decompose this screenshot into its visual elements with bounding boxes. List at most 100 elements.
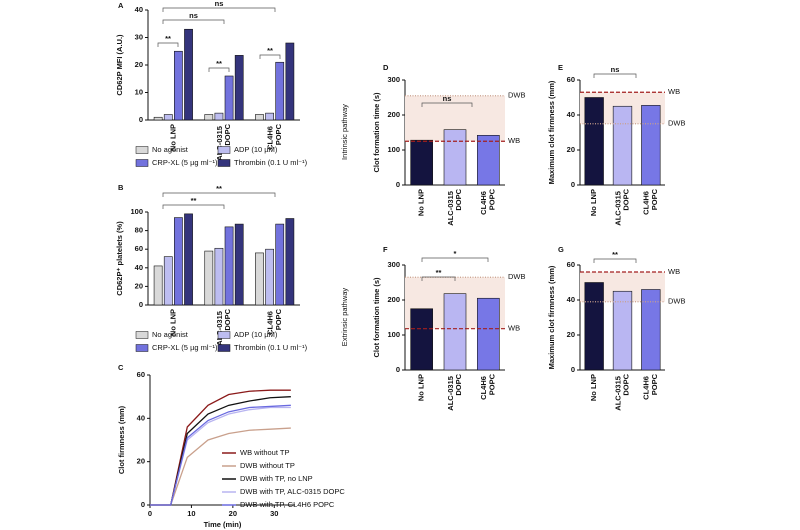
legend-swatch [217,146,231,154]
y-tick-label: 40 [135,5,143,14]
bar [641,289,661,371]
annotation: ** [216,184,222,193]
x-tick-label: ALC-0315 DOPC [215,308,232,345]
y-tick-label: 0 [571,365,575,374]
bar [443,129,467,186]
y-tick-label: 20 [135,60,143,69]
ref-line-label: DWB [668,297,686,306]
bar [285,218,295,306]
y-axis-title: CD62P⁺ platelets (%) [115,221,124,296]
y-tick-label: 10 [135,87,143,96]
x-tick-label: CL4H6 POPC [642,373,659,399]
x-tick-label: ALC-0315 DOPC [613,373,630,410]
bar [410,139,433,186]
annotation: ns [215,0,224,8]
annotation: ** [216,59,222,68]
significance-bracket [162,7,276,12]
y-axis-title: CD62P MFI (A.U.) [115,34,124,96]
bar [184,213,193,306]
legend-label: No agonist [152,145,189,154]
bar [214,247,224,306]
bar [204,250,214,306]
legend-swatch [135,146,149,154]
y-tick-label: 60 [137,370,145,379]
panel-letter: D [383,63,389,72]
legend-label: Thrombin (0.1 U ml⁻¹) [234,343,308,352]
legend-label: CRP-XL (5 µg ml⁻¹) [152,343,218,352]
significance-bracket [421,102,473,107]
bar [265,112,274,121]
bar [477,135,500,186]
y-tick-label: 100 [130,207,143,216]
y-axis-title: Maximum clot firmness (mm) [547,80,556,184]
row-label: Intrinsic pathway [340,104,349,160]
bar [612,105,633,186]
annotation: ** [267,46,273,55]
x-tick-label: No LNP [168,309,177,336]
annotation: * [454,249,457,258]
y-tick-label: 0 [139,115,143,124]
legend-label: CRP-XL (5 µg ml⁻¹) [152,158,218,167]
significance-bracket [421,276,456,281]
annotation: ns [443,94,452,103]
bar [612,290,633,371]
x-tick-label: 10 [187,509,195,518]
ref-line-label: WB [508,324,520,333]
y-tick-label: 30 [135,32,143,41]
y-tick-label: 60 [567,75,575,84]
bar [477,297,500,371]
bar [255,114,264,121]
bar [224,226,234,306]
x-tick-label: 30 [270,509,278,518]
panel-letter: A [118,1,124,10]
bar [275,61,285,121]
x-tick-label: CL4H6 POPC [266,123,283,149]
bar [153,265,163,306]
y-tick-label: 0 [141,500,145,509]
significance-bracket [593,258,637,263]
significance-bracket [162,19,225,24]
bar [275,223,285,306]
ref-line-label: DWB [508,91,526,100]
y-tick-label: 40 [137,413,145,422]
bar [641,105,661,186]
y-tick-label: 100 [387,330,400,339]
significance-bracket [421,257,489,262]
bar [174,50,183,121]
y-tick-label: 0 [396,365,400,374]
y-tick-label: 60 [135,244,143,253]
significance-bracket [162,192,276,197]
bar [443,293,467,371]
annotation: ** [191,196,197,205]
x-tick-label: ALC-0315 DOPC [215,123,232,160]
panel-letter: B [118,183,124,192]
y-tick-label: 20 [567,145,575,154]
ref-line-label: WB [668,87,680,96]
bar [224,75,234,121]
bar [285,42,295,121]
annotation: ** [165,34,171,43]
line [150,427,291,506]
y-axis-title: Clot formation time (s) [372,92,381,173]
annotation: ** [436,268,442,277]
x-tick-label: 0 [148,509,152,518]
y-tick-label: 0 [571,180,575,189]
x-tick-label: ALC-0315 DOPC [446,188,463,225]
ref-line-label: WB [508,136,520,145]
legend-label: Thrombin (0.1 U ml⁻¹) [234,158,308,167]
y-tick-label: 300 [387,75,400,84]
y-tick-label: 40 [567,110,575,119]
legend-label: DWB with TP, CL4H6 POPC [240,500,335,509]
bar [214,112,224,121]
legend-swatch [135,159,149,167]
bar [234,55,244,121]
legend-label: ADP (10 µM) [234,330,278,339]
panel-letter: F [383,245,388,254]
significance-bracket [208,67,230,72]
x-tick-label: No LNP [168,124,177,151]
annotation: ns [189,11,198,20]
ref-line-label: DWB [508,272,526,281]
y-axis-title: Clot formation time (s) [372,277,381,358]
legend-swatch [135,344,149,352]
